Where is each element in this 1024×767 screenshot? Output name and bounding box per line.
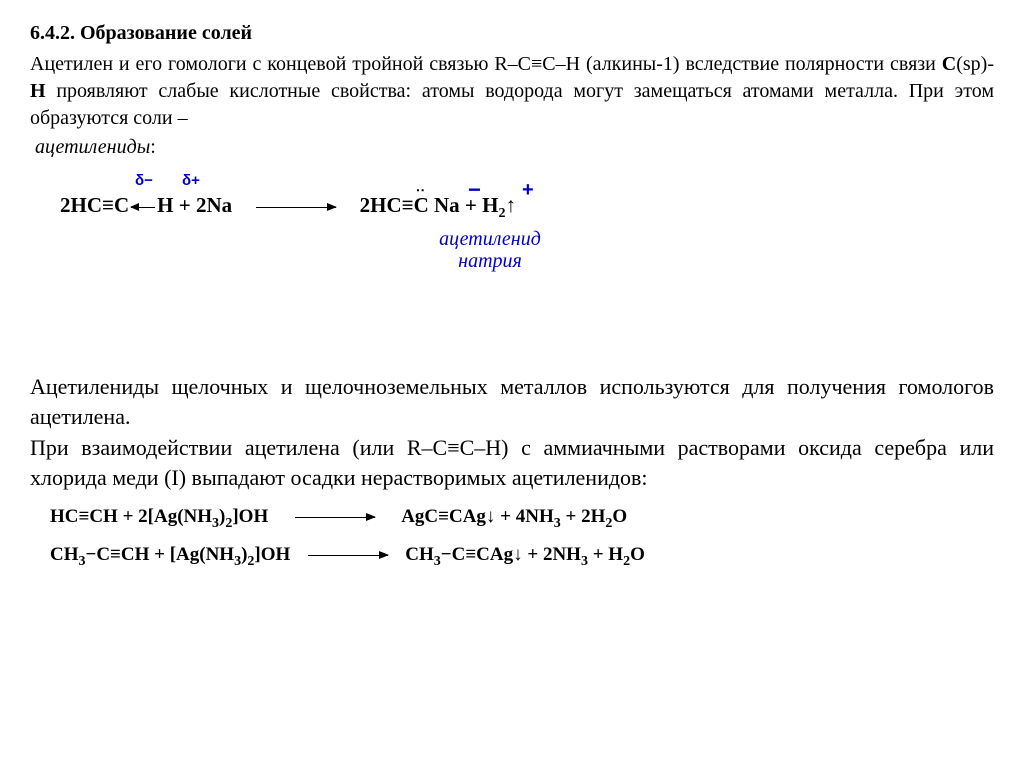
p1-text-a: Ацетилен и его гомологи с концевой тройн… [30, 53, 942, 75]
eq2r2-p: CH [405, 544, 434, 565]
eq2r2-o: O [630, 544, 645, 565]
eq2r2-r: ]OH [254, 544, 290, 565]
eq2r2-s6: 2 [623, 554, 630, 569]
eq2r1-s1: 3 [212, 516, 219, 531]
eq2-row-1: HC≡CH + 2[Ag(NH3)2]OH AgC≡CAg↓ + 4NH3 + … [50, 499, 994, 537]
eq2r1-q: + 2H [561, 506, 606, 527]
eq1-lhs-a: 2HC≡C [60, 193, 129, 217]
section-title-text: Образование солей [80, 22, 252, 44]
p1-csp: С [942, 53, 956, 75]
eq1-caption-1: ацетиленид [410, 228, 570, 250]
eq1-rhs-c: C [414, 193, 429, 217]
p1-term: ацетилениды [35, 136, 150, 158]
eq2r1-a: HC≡CH + 2[Ag(NH [50, 506, 212, 527]
p1-h: H [30, 80, 46, 102]
eq2r2-q: −C≡CAg↓ + 2NH [441, 544, 581, 565]
eq1-up-arrow: ↑ [505, 193, 516, 217]
eq2-row-2: CH3−C≡CH + [Ag(NH3)2]OH CH3−C≡CAg↓ + 2NH… [50, 537, 994, 575]
reaction-arrow-icon [308, 555, 388, 556]
eq1-content: δ− δ+ − + 2HC≡CH + 2Na 2HC≡C Na + H2↑ [60, 191, 516, 224]
eq2r2-s5: 3 [581, 554, 588, 569]
p1-colon: : [150, 136, 156, 158]
eq1-rhs: 2HC≡ [360, 193, 414, 217]
section-heading: 6.4.2. Образование солей [30, 20, 994, 47]
eq2r2-m: −C≡CH + [Ag(NH [86, 544, 235, 565]
eq2r1-s3: 3 [554, 516, 561, 531]
eq1-rhs-na: Na [429, 193, 460, 217]
eq1-caption: ацетиленид натрия [410, 228, 570, 272]
charge-negative: − [468, 175, 481, 205]
p1-text-b: проявляют слабые кислотные свойства: ато… [30, 80, 994, 129]
paragraph-1: Ацетилен и его гомологи с концевой тройн… [30, 51, 994, 132]
equation-1: δ− δ+ − + 2HC≡CH + 2Na 2HC≡C Na + H2↑ ац… [60, 191, 994, 272]
reaction-arrow-icon [295, 517, 375, 518]
eq2r1-o: O [612, 506, 627, 527]
eq2r2-t: + H [588, 544, 623, 565]
eq2r2-s4: 3 [434, 554, 441, 569]
p1-sp: (sp)- [956, 53, 994, 75]
section-number: 6.4.2. [30, 22, 75, 44]
eq1-lhs-h: H + 2Na [157, 193, 232, 217]
reaction-arrow-icon [256, 207, 336, 208]
paragraph-2: Ацетилениды щелочных и щелочноземельных … [30, 372, 994, 431]
eq2r2-a: CH [50, 544, 79, 565]
equation-2: HC≡CH + 2[Ag(NH3)2]OH AgC≡CAg↓ + 4NH3 + … [50, 499, 994, 576]
delta-plus: δ+ [182, 171, 200, 191]
eq2r1-r: ]OH [232, 506, 268, 527]
left-arrow-icon [131, 207, 155, 208]
charge-positive: + [522, 177, 534, 204]
delta-minus: δ− [135, 171, 153, 191]
eq1-caption-2: натрия [410, 250, 570, 272]
paragraph-3: При взаимодействии ацетилена (или R–C≡C–… [30, 433, 994, 492]
eq2r1-p: AgC≡CAg↓ + 4NH [401, 506, 554, 527]
paragraph-1b: ацетилениды: [30, 134, 994, 161]
eq2r2-s1: 3 [79, 554, 86, 569]
